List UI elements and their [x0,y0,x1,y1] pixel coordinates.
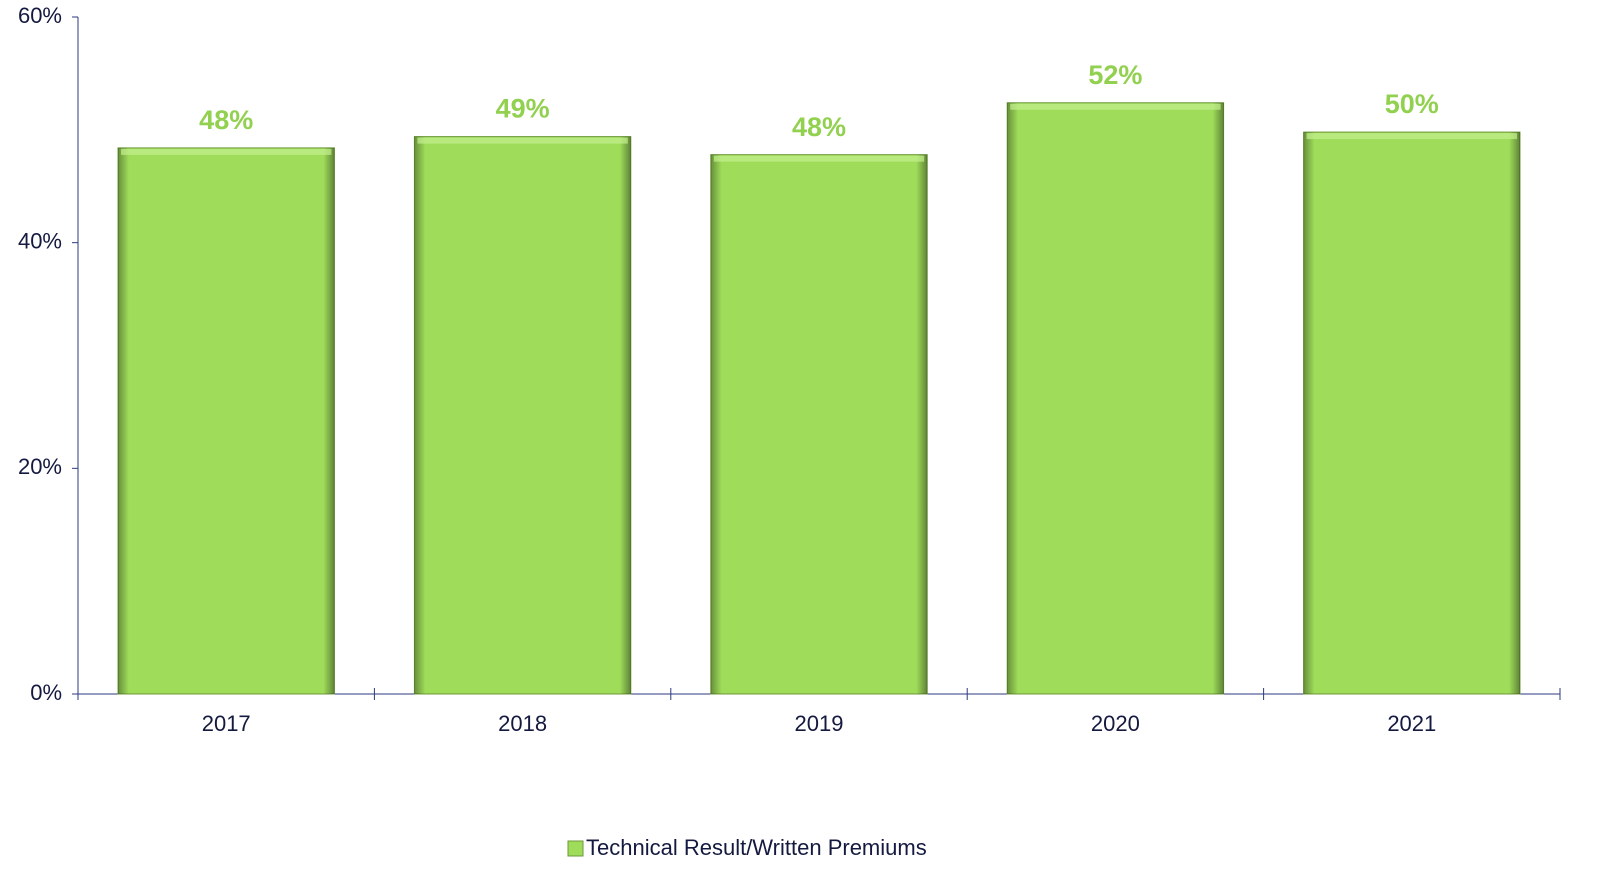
x-tick-label: 2017 [202,711,251,736]
legend-label: Technical Result/Written Premiums [586,835,927,860]
bar [710,154,928,695]
bar-top-bevel [121,148,332,155]
y-tick-label: 60% [18,3,62,28]
bar-top-bevel [713,155,925,162]
data-label: 48% [199,105,253,135]
bar-top-bevel [1010,103,1221,110]
bar-top-bevel [1306,133,1517,140]
y-tick-label: 40% [18,228,62,253]
bar [117,147,335,695]
x-tick-label: 2020 [1091,711,1140,736]
data-label: 50% [1385,89,1439,119]
bar [413,136,632,695]
legend-swatch [567,840,584,857]
x-tick-label: 2021 [1387,711,1436,736]
bar [1006,102,1225,695]
bar [1303,131,1521,695]
bar-top-bevel [417,137,628,144]
data-label: 49% [496,94,550,124]
y-tick-label: 20% [18,454,62,479]
data-label: 48% [792,112,846,142]
x-tick-label: 2019 [795,711,844,736]
data-label: 52% [1088,60,1142,90]
y-tick-label: 0% [30,680,62,705]
x-tick-label: 2018 [498,711,547,736]
